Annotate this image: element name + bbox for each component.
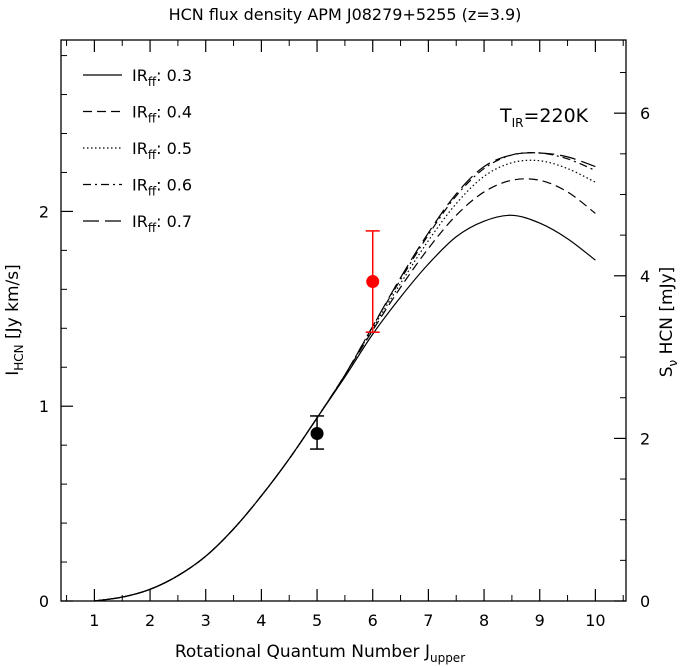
point-marker xyxy=(310,426,324,440)
legend-item: IRff: 0.4 xyxy=(83,103,192,126)
series-line-irff-0.4 xyxy=(94,178,596,602)
x-tick-label: 8 xyxy=(479,611,489,630)
y-left-label-main: I xyxy=(3,371,23,376)
legend-item: IRff: 0.5 xyxy=(83,139,192,162)
y-tick-label: 1 xyxy=(39,397,49,416)
legend-item: IRff: 0.7 xyxy=(83,212,192,235)
series-line-irff-0.6 xyxy=(94,152,596,602)
legend-label-sub: ff xyxy=(148,148,157,162)
y2-tick-label: 4 xyxy=(640,267,650,286)
y-tick-label: 0 xyxy=(39,592,49,611)
x-axis-label: Rotational Quantum Number Jupper xyxy=(175,642,465,665)
x-tick-label: 2 xyxy=(145,611,155,630)
axes-ticks: 1 2 3 4 5 6 7 8 9 10 0 1 2 0 2 4 6 xyxy=(39,40,650,630)
x-tick-label: 7 xyxy=(423,611,433,630)
legend-label-name: IR xyxy=(132,139,148,158)
temperature-annotation: TIR=220K xyxy=(499,105,589,130)
x-axis-label-sub: upper xyxy=(430,651,465,665)
annotation-post: =220K xyxy=(524,105,589,127)
legend-label: IRff: 0.3 xyxy=(132,66,192,89)
x-tick-label: 3 xyxy=(201,611,211,630)
x-tick-label: 10 xyxy=(585,611,605,630)
data-point-1 xyxy=(310,415,325,450)
legend-label-sub: ff xyxy=(148,75,157,89)
legend-label: IRff: 0.4 xyxy=(132,103,192,126)
legend-label-sub: ff xyxy=(148,221,157,235)
y-right-label-pre: S xyxy=(657,366,677,377)
legend-label-sub: ff xyxy=(148,185,157,199)
legend-label-name: IR xyxy=(132,176,148,195)
y-tick-label: 2 xyxy=(39,202,49,221)
y-axis-left-label: IHCN [Jy km/s] xyxy=(3,264,26,376)
legend-label-name: IR xyxy=(132,103,148,122)
legend-label-value: : 0.3 xyxy=(156,66,192,85)
legend-label-name: IR xyxy=(132,66,148,85)
series-line-irff-0.3 xyxy=(94,214,596,602)
annotation-sub: IR xyxy=(512,116,524,130)
legend-label: IRff: 0.6 xyxy=(132,176,192,199)
model-curves xyxy=(94,152,596,602)
y-axis-right-label: Sν HCN [mJy] xyxy=(657,267,680,378)
annotation-main: T xyxy=(499,105,512,127)
legend-item: IRff: 0.6 xyxy=(83,176,192,199)
y2-tick-label: 0 xyxy=(640,592,650,611)
legend-label-value: : 0.7 xyxy=(156,212,192,231)
y2-tick-label: 6 xyxy=(640,104,650,123)
data-point-2 xyxy=(365,230,380,333)
legend-label: IRff: 0.7 xyxy=(132,212,192,235)
x-tick-label: 6 xyxy=(368,611,378,630)
legend-item: IRff: 0.3 xyxy=(83,66,192,89)
chart-title: HCN flux density APM J08279+5255 (z=3.9) xyxy=(169,5,522,24)
x-tick-label: 1 xyxy=(89,611,99,630)
y-right-label-post: HCN [mJy] xyxy=(657,267,677,360)
y-left-label-unit: [Jy km/s] xyxy=(3,264,23,344)
legend-label: IRff: 0.5 xyxy=(132,139,192,162)
plot-frame xyxy=(60,39,627,602)
y-left-label-sub: HCN xyxy=(12,344,26,370)
legend-label-sub: ff xyxy=(148,112,157,126)
point-marker xyxy=(366,275,380,289)
observed-points xyxy=(310,230,380,450)
legend-label-name: IR xyxy=(132,212,148,231)
x-tick-label: 9 xyxy=(535,611,545,630)
x-tick-label: 5 xyxy=(312,611,322,630)
y-right-label-sub: ν xyxy=(666,359,680,366)
y2-tick-label: 2 xyxy=(640,429,650,448)
legend-label-value: : 0.6 xyxy=(156,176,192,195)
legend-label-value: : 0.4 xyxy=(156,103,192,122)
x-tick-label: 4 xyxy=(256,611,266,630)
x-axis-label-main: Rotational Quantum Number J xyxy=(175,642,430,662)
series-line-irff-0.7 xyxy=(94,152,596,602)
legend-label-value: : 0.5 xyxy=(156,139,192,158)
